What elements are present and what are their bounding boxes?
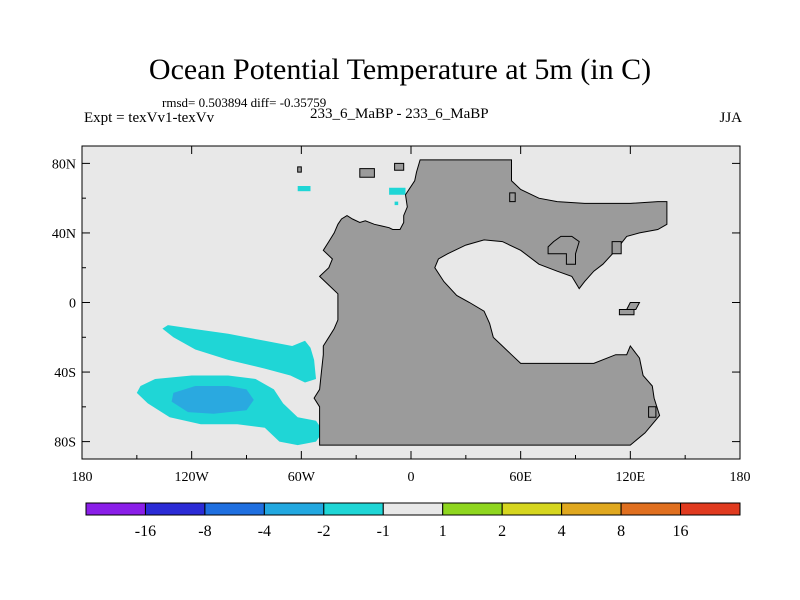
colorbar-swatch [501,502,563,516]
experiment-label: Expt = texVv1-texVv [84,110,215,126]
y-tick-label: 0 [69,297,76,312]
y-tick-label: 40S [54,366,76,381]
colorbar-label: -4 [258,523,271,540]
colorbar-swatch [204,502,265,516]
stats-label: rmsd= 0.503894 diff= -0.35759 [162,95,327,110]
colorbar-label: -1 [377,523,390,540]
island [297,166,302,173]
colorbar-label: -8 [198,523,211,540]
colorbar-label: 16 [673,523,689,540]
island [618,309,635,316]
island [509,192,516,203]
chart-title: Ocean Potential Temperature at 5m (in C) [148,53,652,86]
island [394,162,405,171]
colorbar-label: -2 [317,523,330,540]
colorbar-label: 8 [617,523,625,540]
contour-fill [394,201,399,206]
case-label: 233_6_MaBP - 233_6_MaBP [310,106,489,122]
season-label: JJA [719,110,742,126]
colorbar-swatch [323,502,384,516]
island [611,241,622,255]
y-tick-label: 80S [54,436,76,451]
x-tick-label: 120E [616,470,646,485]
colorbar-swatch [144,502,206,516]
x-tick-label: 180 [72,470,93,485]
island [625,302,641,310]
colorbar-label: 4 [558,523,566,540]
island [547,235,580,265]
x-tick-label: 60E [509,470,532,485]
colorbar-swatch [680,502,741,516]
x-tick-label: 180 [730,470,751,485]
colorbar-swatch [442,502,503,516]
land-mass [313,159,668,446]
contour-fill [162,325,316,383]
x-tick-label: 120W [175,470,210,485]
y-tick-label: 40N [52,227,76,242]
contour-fill [297,186,311,192]
colorbar-swatch [263,502,325,516]
contour-fill [389,187,406,195]
colorbar-swatch [620,502,682,516]
colorbar-swatch [85,502,146,516]
y-tick-label: 80N [52,157,76,172]
colorbar-label: -16 [135,523,156,540]
colorbar-label: 1 [439,523,447,540]
colorbar-label: 2 [498,523,506,540]
x-tick-label: 60W [288,470,316,485]
colorbar-swatch [382,502,444,516]
colorbar-swatch [561,502,622,516]
contour-fill [171,386,254,414]
x-tick-label: 0 [408,470,415,485]
island [359,168,375,178]
island [648,406,657,418]
